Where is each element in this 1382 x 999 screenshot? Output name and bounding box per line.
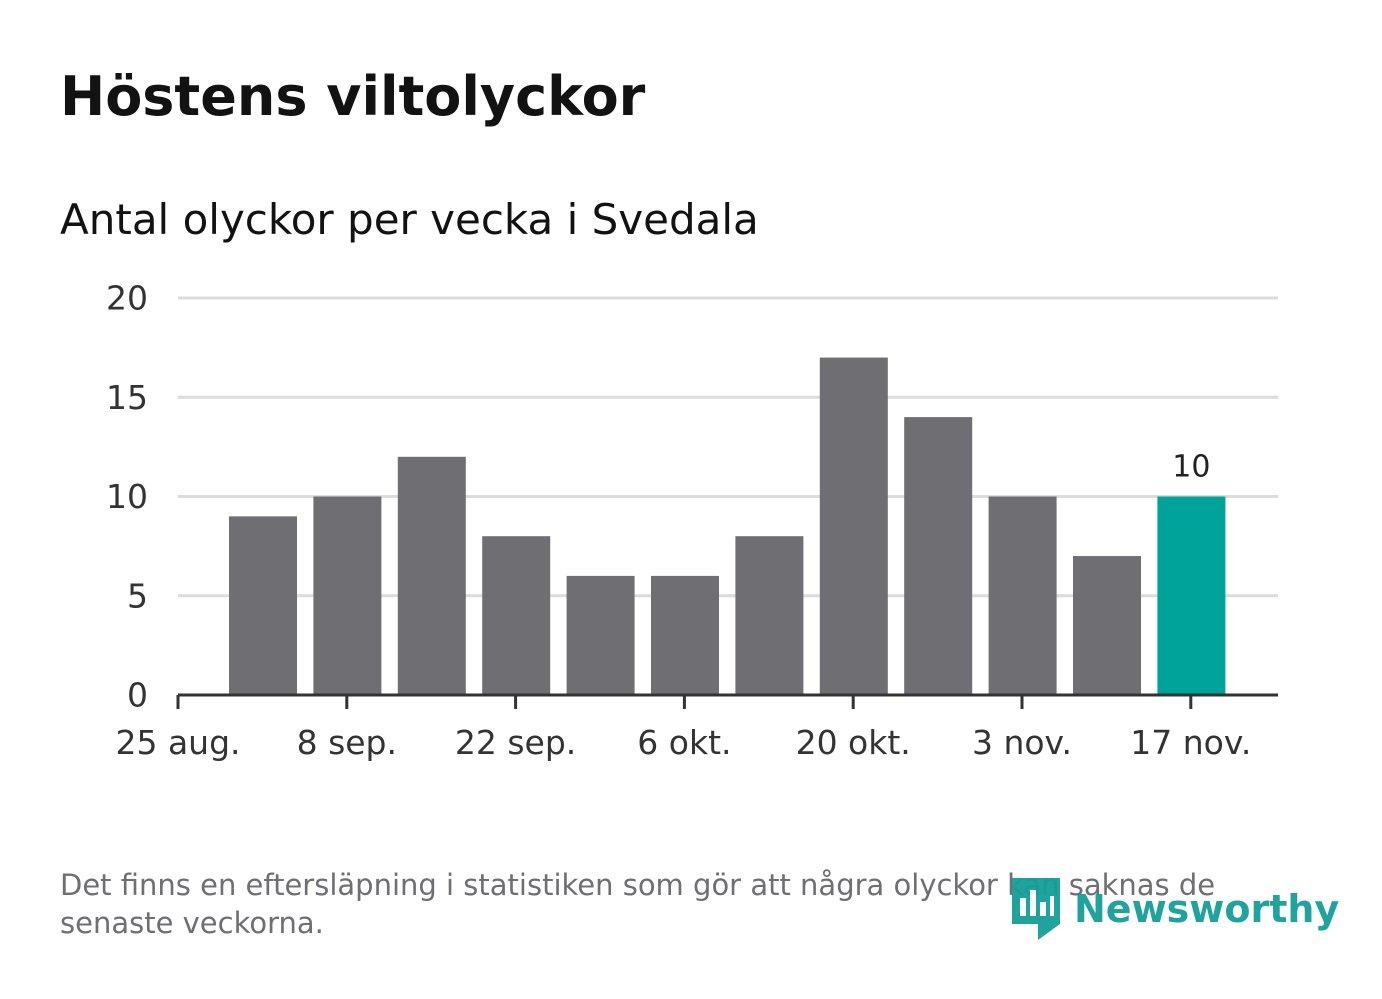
x-tick-label-5: 3 nov. [972,723,1072,762]
bar-1 [313,496,382,695]
y-tick-label-5: 5 [127,576,148,615]
x-tick-label-6: 17 nov. [1130,723,1251,762]
bar-0 [229,516,297,695]
y-tick-label-15: 15 [106,378,148,417]
x-tick-label-2: 22 sep. [455,723,576,762]
data-label-11: 10 [1172,450,1210,485]
x-tick-label-4: 20 okt. [796,723,911,762]
bar-9 [988,496,1057,695]
bar-8 [904,417,973,695]
bar-7 [819,357,888,695]
bar-11 [1157,496,1226,695]
chart-subtitle: Antal olyckor per vecka i Svedala [60,195,759,244]
newsworthy-logo-icon [1012,878,1060,940]
brand-name: Newsworthy [1074,887,1340,931]
bar-3 [482,536,551,695]
bar-4 [566,575,635,695]
bar-2 [397,456,466,695]
bar-10 [1073,556,1141,695]
data-labels: 10 [1172,450,1210,485]
x-axis-labels: 25 aug. 8 sep. 22 sep. 6 okt. 20 okt. 3 nov. 1… [115,723,1251,762]
x-tick-label-0: 25 aug. [115,723,240,762]
x-tick-label-1: 8 sep. [297,723,397,762]
y-tick-label-20: 20 [106,279,148,318]
bar-5 [651,575,719,695]
y-axis-labels: 0 5 10 15 20 [106,279,148,715]
chart-title: Höstens viltolyckor [60,65,646,128]
newsworthy-brand: Newsworthy [1010,874,1339,944]
bars [229,357,1226,695]
bar-6 [735,536,804,695]
y-tick-label-10: 10 [106,477,148,516]
x-tick-label-3: 6 okt. [637,723,731,762]
y-tick-label-0: 0 [127,676,148,715]
x-axis [176,693,1278,709]
